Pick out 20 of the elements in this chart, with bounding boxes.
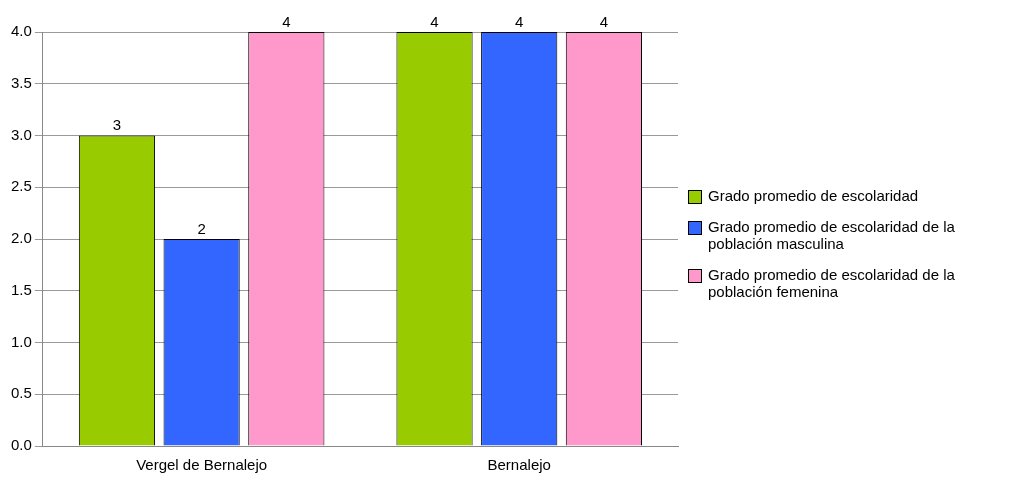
data-label: 4 [515, 12, 524, 30]
data-label: 4 [430, 12, 439, 30]
legend-label: Grado promedio de escolaridad de la población masculina [708, 217, 956, 252]
data-label: 4 [282, 12, 291, 30]
y-tick-label: 2.0 [10, 229, 32, 247]
x-tick-label: Vergel de Bernalejo [136, 456, 268, 474]
legend-label: Grado promedio de escolaridad de la población femenina [708, 265, 956, 300]
y-tick-label: 1.5 [10, 280, 32, 298]
y-tick-label: 3.5 [10, 73, 32, 91]
y-tick-label: 4.0 [10, 22, 32, 40]
data-label: 3 [112, 116, 122, 134]
y-tick-label: 0.0 [10, 436, 32, 454]
data-label: 4 [599, 12, 609, 30]
legend-label: Grado promedio de escolaridad [708, 186, 919, 204]
x-tick-label: Bernalejo [487, 456, 551, 474]
y-tick-label: 2.5 [10, 177, 32, 195]
y-tick-label: 1.0 [10, 332, 32, 350]
data-label: 2 [197, 219, 206, 237]
y-tick-label: 0.5 [10, 384, 32, 402]
y-tick-label: 3.0 [10, 125, 32, 143]
